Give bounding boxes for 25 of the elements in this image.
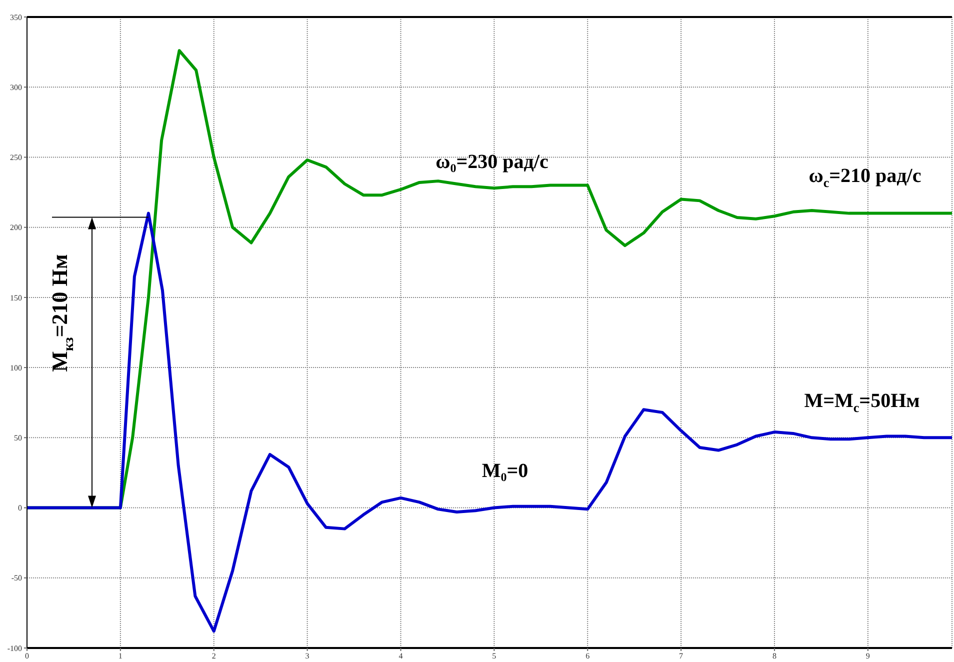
y-tick-label: 100	[10, 363, 22, 372]
x-tick-label: 1	[118, 652, 122, 661]
x-tick-label: 8	[772, 652, 776, 661]
x-tick-label: 3	[305, 652, 310, 661]
y-tick-label: 350	[10, 12, 22, 22]
y-tick-label: 50	[14, 434, 22, 443]
annotation: ω$_{c}$=210 рад/с	[808, 164, 922, 190]
annotation: M₀=0	[482, 460, 528, 482]
y-tick-label: 200	[10, 223, 22, 232]
y-tick-label: -100	[7, 644, 22, 653]
x-tick-label: 9	[866, 652, 870, 661]
y-tick-label: -50	[11, 574, 22, 583]
x-tick-label: 7	[679, 652, 684, 661]
y-tick-label: 150	[10, 293, 22, 302]
line-series	[27, 212, 952, 633]
y-tick-label: 250	[10, 153, 22, 162]
y-tick-label: 300	[10, 82, 22, 92]
annotation: ω₀=230 рад/с	[436, 150, 548, 173]
x-tick-label: 0	[25, 652, 29, 661]
annotation: M=M$_{c}$=50Нм	[804, 390, 920, 416]
x-tick-label: 5	[492, 652, 496, 661]
y-tick-label: 0	[18, 504, 22, 513]
x-tick-label: 4	[398, 652, 403, 661]
x-tick-label: 6	[586, 652, 590, 661]
x-tick-label: 2	[212, 652, 216, 661]
